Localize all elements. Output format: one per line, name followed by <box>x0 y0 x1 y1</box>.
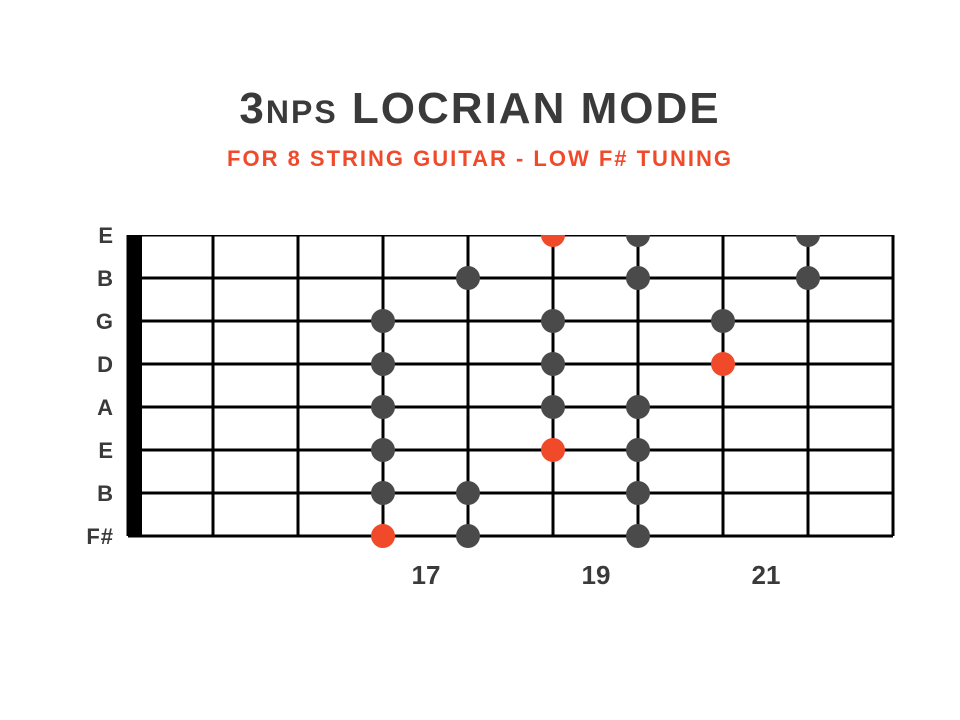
fret-dot <box>541 235 565 247</box>
fret-dot <box>626 524 650 548</box>
string-label: E <box>78 438 114 464</box>
fret-dot <box>371 309 395 333</box>
title-block: 3NPS LOCRIAN MODE FOR 8 STRING GUITAR - … <box>0 0 960 172</box>
fret-dot <box>626 481 650 505</box>
string-label: B <box>78 481 114 507</box>
page: 3NPS LOCRIAN MODE FOR 8 STRING GUITAR - … <box>0 0 960 720</box>
fret-dot <box>456 524 480 548</box>
title-part2: LOCRIAN MODE <box>338 84 721 133</box>
string-label: B <box>78 266 114 292</box>
string-label: E <box>78 223 114 249</box>
string-label: F# <box>78 524 114 550</box>
title-part1-small: NPS <box>266 94 338 130</box>
string-label: D <box>78 352 114 378</box>
title-part1: 3 <box>239 84 265 133</box>
subtitle: FOR 8 STRING GUITAR - LOW F# TUNING <box>0 146 960 172</box>
string-label: A <box>78 395 114 421</box>
fret-dot <box>371 438 395 462</box>
fret-dot <box>796 266 820 290</box>
fret-dot <box>711 352 735 376</box>
fret-dot <box>541 438 565 462</box>
fretboard-svg <box>80 235 913 556</box>
fret-dot <box>371 395 395 419</box>
fret-dot <box>541 309 565 333</box>
main-title: 3NPS LOCRIAN MODE <box>0 84 960 134</box>
fret-number-label: 19 <box>582 560 611 591</box>
fret-dot <box>626 395 650 419</box>
fret-dot <box>541 395 565 419</box>
fretboard-diagram: EBGDAEBF# 171921 <box>80 235 913 561</box>
fret-dot <box>541 352 565 376</box>
fret-dot <box>796 235 820 247</box>
fret-dot <box>711 309 735 333</box>
fret-dot <box>371 352 395 376</box>
fret-dot <box>456 266 480 290</box>
fret-number-label: 17 <box>412 560 441 591</box>
fret-dot <box>626 438 650 462</box>
fret-dot <box>626 235 650 247</box>
fret-dot <box>626 266 650 290</box>
string-label: G <box>78 309 114 335</box>
fret-dot <box>456 481 480 505</box>
fret-dot <box>371 524 395 548</box>
fret-dot <box>371 481 395 505</box>
fret-number-label: 21 <box>752 560 781 591</box>
